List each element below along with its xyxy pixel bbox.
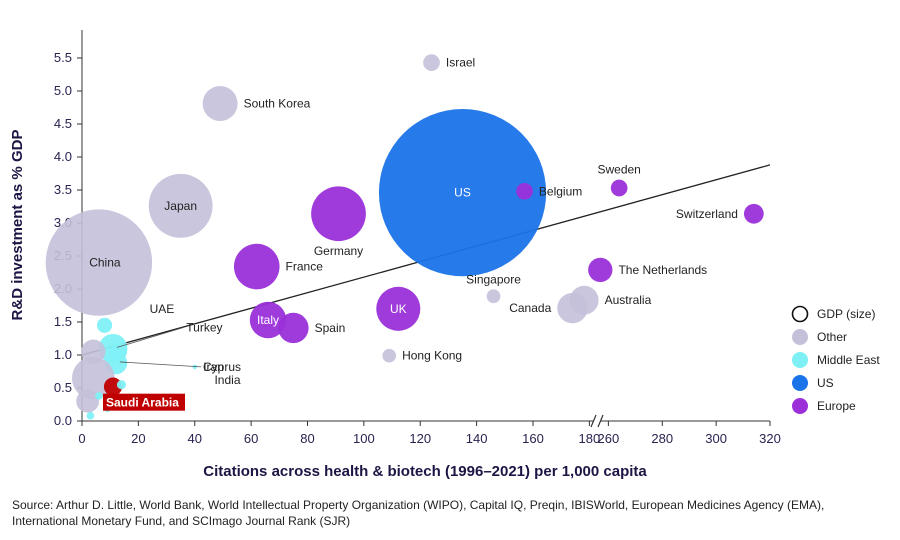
x-tick-label: 60 [244, 431, 258, 446]
x-tick-label: 0 [78, 431, 85, 446]
x-tick-label: 140 [466, 431, 488, 446]
bubble-label: Singapore [466, 272, 521, 286]
x-tick-label: 260 [598, 431, 620, 446]
x-tick-label: 320 [759, 431, 781, 446]
bubble-label: South Korea [244, 97, 311, 111]
bubble-label: UAE [150, 302, 175, 316]
y-axis-title: R&D investment as % GDP [9, 130, 26, 321]
bubble-hong-kong [382, 348, 397, 363]
source-note: Source: Arthur D. Little, World Bank, Wo… [12, 498, 825, 528]
bubble-label: Iran [203, 360, 224, 374]
legend-label: Other [817, 330, 847, 344]
legend-item-gdp-size: GDP (size) [791, 305, 875, 323]
bubble-label: Hong Kong [402, 349, 462, 363]
y-tick-label: 1.5 [54, 314, 72, 329]
bubble-label: Cyprus [203, 360, 241, 374]
bubble-label: China [89, 256, 121, 270]
x-tick-label: 40 [188, 431, 202, 446]
y-tick-label: 1.0 [54, 347, 72, 362]
bubble-sweden [610, 179, 628, 197]
legend-item-us: US [792, 375, 834, 391]
bubble-germany [311, 186, 366, 242]
saudi-arabia-badge: Saudi Arabia [103, 392, 186, 411]
x-tick-label: 300 [705, 431, 727, 446]
legend-label: Europe [817, 399, 856, 413]
bubble-label: Australia [605, 293, 652, 307]
bubble-italy [249, 301, 287, 339]
bubble-unlabeled [86, 411, 95, 420]
legend-label: GDP (size) [817, 307, 875, 321]
y-tick-label: 4.5 [54, 116, 72, 131]
bubble-unlabeled [116, 380, 127, 390]
y-tick-label: 0.0 [54, 413, 72, 428]
callout-line [119, 361, 202, 368]
bubble-label: India [214, 373, 240, 387]
bubble-label: France [286, 260, 324, 274]
bubble-label: Belgium [539, 184, 582, 198]
x-axis-title: Citations across health & biotech (1996–… [203, 463, 647, 480]
bubble-singapore [486, 289, 501, 304]
bubble-us [378, 109, 547, 277]
x-tick-label: 160 [522, 431, 544, 446]
bubble-israel [423, 54, 440, 71]
bubble-spain [278, 312, 309, 344]
bubble-label: Canada [509, 301, 551, 315]
bubble-chart: 0.00.51.01.52.02.53.03.54.04.55.05.50204… [9, 30, 880, 480]
x-tick-label: 20 [131, 431, 145, 446]
bubble-label: Sweden [597, 163, 640, 177]
bubble-unlabeled [95, 392, 103, 400]
bubble-unlabeled [81, 339, 106, 364]
bubble-uae [96, 317, 113, 333]
bubble-japan [148, 173, 213, 238]
legend: GDP (size) Other Middle East US Europe [791, 305, 880, 414]
bubble-china [45, 209, 153, 316]
bubble-the-netherlands [588, 257, 613, 283]
bubble-label: Germany [314, 244, 363, 258]
y-tick-label: 0.5 [54, 380, 72, 395]
legend-item-europe: Europe [792, 398, 856, 414]
bubbles [45, 54, 764, 420]
legend-item-other: Other [792, 329, 847, 345]
legend-label: Middle East [817, 353, 880, 367]
bubble-unlabeled [76, 389, 100, 413]
bubble-india [71, 356, 115, 400]
bubble-label: Israel [446, 56, 475, 70]
x-tick-label: 180 [579, 431, 601, 446]
x-tick-label: 120 [409, 431, 431, 446]
bubble-saudi-arabia [103, 377, 123, 396]
y-tick-label: 5.5 [54, 50, 72, 65]
bubble-label: US [454, 186, 471, 200]
y-tick-label: 5.0 [54, 83, 72, 98]
bubble-south-korea [202, 86, 238, 122]
bubble-label: Turkey [186, 320, 222, 334]
bubble-label: The Netherlands [618, 263, 707, 277]
x-tick-label: 280 [651, 431, 673, 446]
x-tick-label: 80 [300, 431, 314, 446]
bubble-label: Italy [257, 313, 279, 327]
bubble-australia [569, 285, 599, 315]
bubble-label: Switzerland [676, 207, 738, 221]
bubble-belgium [516, 182, 533, 200]
legend-label: US [817, 376, 834, 390]
bubble-label: Spain [315, 321, 346, 335]
bubble-labels: Israel South Korea Japan China US Belgium Swed… [89, 56, 738, 411]
axis-break-mark [590, 414, 604, 428]
bubble-france [233, 243, 280, 290]
bubble-label: Saudi Arabia [106, 396, 179, 410]
legend-item-middle-east: Middle East [792, 352, 880, 368]
callout-line [116, 326, 185, 348]
y-tick-label: 3.5 [54, 182, 72, 197]
bubble-label: Japan [164, 199, 197, 213]
y-tick-label: 4.0 [54, 149, 72, 164]
bubble-unlabeled [110, 343, 128, 361]
bubble-label: UK [390, 302, 407, 316]
x-tick-label: 100 [353, 431, 375, 446]
bubble-switzerland [743, 203, 764, 224]
bubble-uk [376, 286, 421, 331]
